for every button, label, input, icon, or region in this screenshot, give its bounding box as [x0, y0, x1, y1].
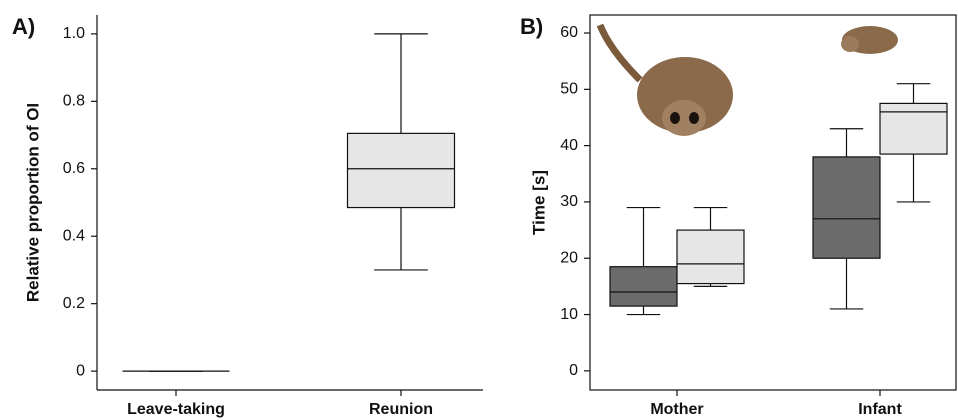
y-tick-label: 20 [560, 249, 578, 266]
x-tick-label: Infant [858, 401, 902, 418]
x-tick-label: Reunion [369, 401, 433, 418]
x-tick-label: Leave-taking [127, 401, 225, 418]
y-tick-label: 50 [560, 81, 578, 98]
y-tick-label: 0 [76, 362, 85, 379]
photo-infant [841, 26, 898, 54]
y-tick-label: 0.2 [63, 295, 85, 312]
x-tick-label: Mother [650, 401, 703, 418]
y-tick-label: 30 [560, 193, 578, 210]
y-tick-label: 0.8 [63, 93, 85, 110]
box [348, 133, 455, 207]
photo-mother [600, 25, 733, 136]
y-axis-title: Relative proportion of OI [23, 103, 42, 302]
box [677, 230, 744, 283]
panel-label: A) [12, 14, 35, 39]
y-tick-label: 0 [569, 362, 578, 379]
y-tick-label: 40 [560, 137, 578, 154]
y-tick-label: 10 [560, 306, 578, 323]
box [880, 103, 947, 154]
box [813, 157, 880, 258]
y-tick-label: 1.0 [63, 25, 85, 42]
y-axis-title: Time [s] [529, 170, 548, 235]
panel-label: B) [520, 14, 543, 39]
y-tick-label: 0.6 [63, 160, 85, 177]
figure: 0 0.2 0.4 0.6 0.8 1.0 Leave-taking Reunion A) Rel… [0, 0, 958, 420]
y-tick-label: 0.4 [63, 227, 85, 244]
box [610, 267, 677, 306]
y-tick-label: 60 [560, 24, 578, 41]
